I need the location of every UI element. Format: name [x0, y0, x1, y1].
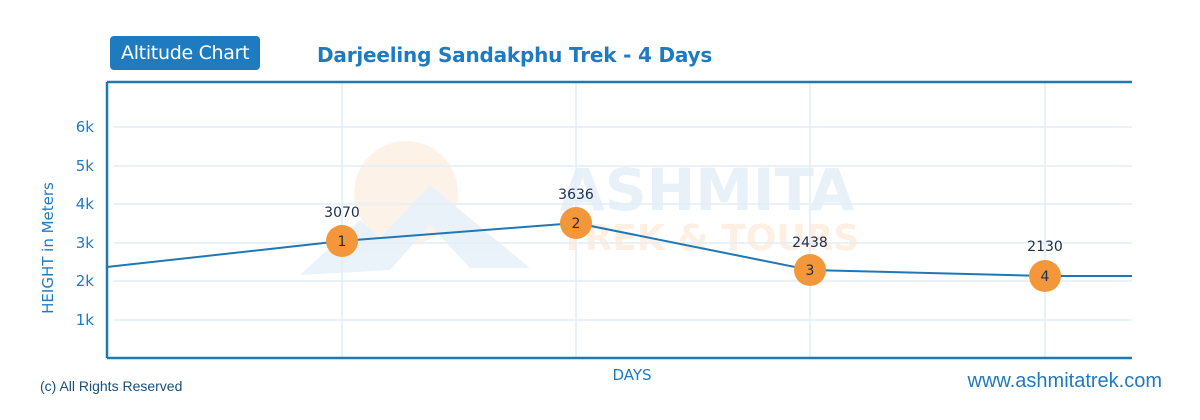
data-point-2[interactable]: 2 3636 [558, 187, 594, 239]
chart-title: Darjeeling Sandakphu Trek - 4 Days [317, 43, 713, 67]
svg-text:ASHMITA: ASHMITA [560, 156, 855, 224]
y-axis-label: HEIGHT in Meters [39, 182, 57, 314]
svg-text:4: 4 [1041, 269, 1050, 285]
y-tick-5k: 5k [75, 157, 94, 175]
vertical-gridlines [341, 83, 1046, 357]
x-axis-label: DAYS [612, 366, 652, 384]
copyright-text: (c) All Rights Reserved [40, 378, 183, 394]
y-tick-4k: 4k [75, 195, 94, 213]
value-label: 2130 [1027, 239, 1063, 255]
value-label: 3070 [324, 205, 360, 221]
y-tick-2k: 2k [75, 272, 94, 290]
value-label: 2438 [792, 235, 828, 251]
watermark-text: ASHMITA TREK & TOURS [560, 156, 859, 259]
data-point-4[interactable]: 4 2130 [1027, 239, 1063, 292]
svg-text:3: 3 [806, 263, 815, 279]
watermark-logo [300, 141, 530, 275]
y-tick-3k: 3k [75, 234, 94, 252]
svg-text:2: 2 [572, 216, 581, 232]
data-point-1[interactable]: 1 3070 [324, 205, 360, 257]
website-link[interactable]: www.ashmitatrek.com [967, 370, 1163, 392]
svg-text:1: 1 [338, 234, 347, 250]
y-tick-1k: 1k [75, 311, 94, 329]
y-tick-6k: 6k [75, 118, 94, 136]
chart-badge: Altitude Chart [110, 36, 261, 70]
data-point-3[interactable]: 3 2438 [792, 235, 828, 286]
chart-frame [105, 80, 1132, 360]
horizontal-gridlines [114, 126, 1132, 321]
value-label: 3636 [558, 187, 594, 203]
